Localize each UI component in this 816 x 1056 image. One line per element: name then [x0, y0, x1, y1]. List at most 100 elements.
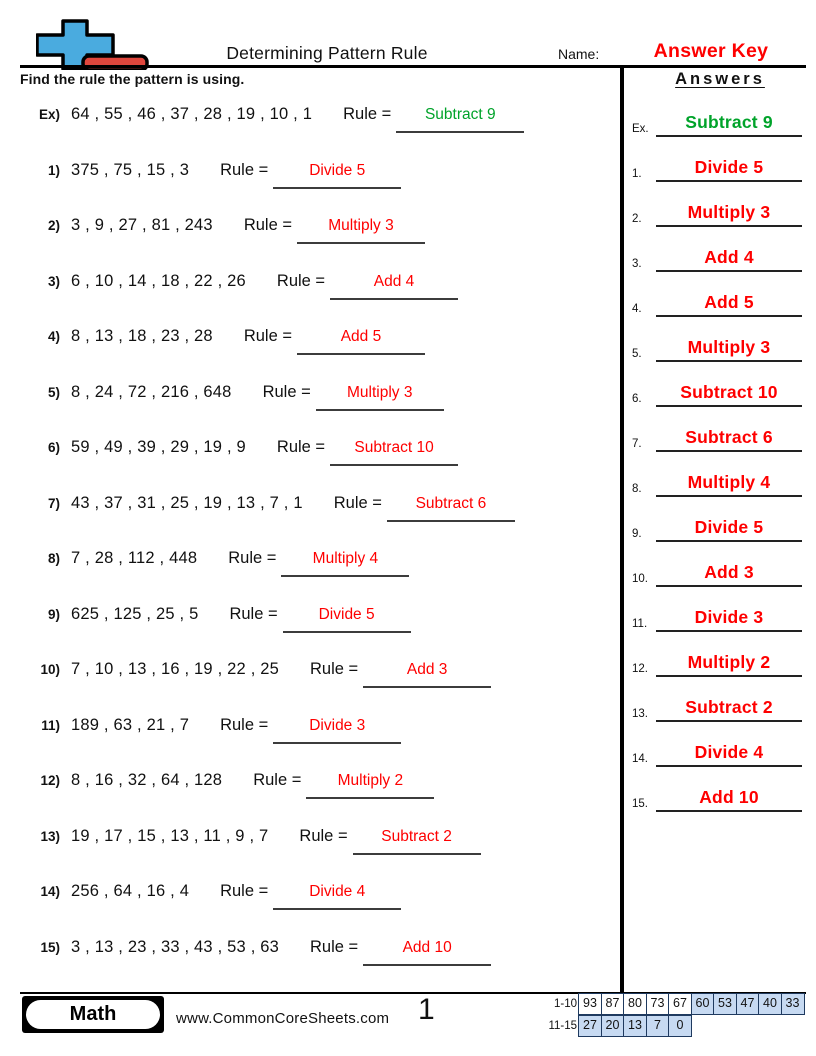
answer-text: Add 4 [704, 247, 754, 267]
answer-blank: Multiply 4 [656, 472, 802, 497]
answer-blank: Divide 5 [656, 157, 802, 182]
problem-sequence: 6 , 10 , 14 , 18 , 22 , 26 [71, 272, 246, 290]
problem-row-1: 1) 375 , 75 , 15 , 3 Rule = Divide 5 [20, 161, 616, 189]
rule-label: Rule = [343, 105, 392, 123]
score-cell: 33 [780, 993, 805, 1015]
answer-number: 12. [632, 663, 648, 675]
answer-blank: Subtract 6 [656, 427, 802, 452]
answer-number: Ex. [632, 123, 649, 135]
answer-blank: Add 10 [656, 787, 802, 812]
rule-answer-blank: Subtract 10 [330, 439, 459, 466]
rule-label: Rule = [262, 383, 311, 401]
answer-text: Add 10 [699, 787, 759, 807]
rule-label: Rule = [243, 327, 292, 345]
problem-row-8: 8) 7 , 28 , 112 , 448 Rule = Multiply 4 [20, 549, 616, 577]
problem-number: 15) [40, 940, 60, 955]
problem-sequence: 256 , 64 , 16 , 4 [71, 882, 190, 900]
answer-text: Multiply 3 [687, 202, 771, 222]
score-cell: 7 [645, 1015, 670, 1037]
rule-label: Rule = [333, 494, 382, 512]
answer-text: Add 3 [704, 562, 754, 582]
problem-row-15: 15) 3 , 13 , 23 , 33 , 43 , 53 , 63 Rule… [20, 938, 616, 966]
answer-number: 5. [632, 348, 642, 360]
rule-label: Rule = [310, 660, 359, 678]
problem-number: 7) [47, 496, 60, 511]
answer-number: 13. [632, 708, 648, 720]
answer-text: Multiply 3 [687, 337, 771, 357]
answer-item-ex: Ex. Subtract 9 [632, 110, 802, 137]
answer-item-5: 5. Multiply 3 [632, 335, 802, 362]
answer-item-11: 11. Divide 3 [632, 605, 802, 632]
rule-answer-blank: Subtract 9 [396, 106, 525, 133]
name-label: Name: [558, 46, 600, 62]
problem-number: 10) [40, 662, 60, 677]
rule-answer-blank: Multiply 2 [306, 772, 435, 799]
problem-row-14: 14) 256 , 64 , 16 , 4 Rule = Divide 4 [20, 882, 616, 910]
score-cell: 60 [690, 993, 715, 1015]
rule-label: Rule = [243, 216, 292, 234]
problem-sequence: 8 , 24 , 72 , 216 , 648 [71, 383, 232, 401]
problem-number: 2) [47, 218, 60, 233]
score-row-label: 1-10 [553, 998, 577, 1010]
answer-item-13: 13. Subtract 2 [632, 695, 802, 722]
problem-row-9: 9) 625 , 125 , 25 , 5 Rule = Divide 5 [20, 605, 616, 633]
problem-sequence: 375 , 75 , 15 , 3 [71, 161, 190, 179]
problem-number: 9) [47, 607, 60, 622]
answer-blank: Add 4 [656, 247, 802, 272]
answer-text: Add 5 [704, 292, 754, 312]
answer-text: Divide 5 [694, 517, 764, 537]
answer-item-4: 4. Add 5 [632, 290, 802, 317]
instruction-text: Find the rule the pattern is using. [20, 71, 245, 87]
rule-label: Rule = [276, 272, 326, 290]
answer-blank: Divide 3 [656, 607, 802, 632]
score-cell: 40 [758, 993, 782, 1015]
score-cell: 87 [600, 993, 625, 1015]
problem-row-6: 6) 59 , 49 , 39 , 29 , 19 , 9 Rule = Sub… [20, 438, 616, 466]
answer-blank: Subtract 10 [656, 382, 802, 407]
score-table-labels: 1-10 11-15 [524, 993, 577, 1037]
problem-row-4: 4) 8 , 13 , 18 , 23 , 28 Rule = Add 5 [20, 327, 616, 355]
score-cell: 20 [600, 1015, 625, 1037]
problem-number: 1) [47, 163, 60, 178]
answer-item-8: 8. Multiply 4 [632, 470, 802, 497]
rule-label: Rule = [220, 161, 269, 179]
problem-row-12: 12) 8 , 16 , 32 , 64 , 128 Rule = Multip… [20, 771, 616, 799]
website-text: www.CommonCoreSheets.com [176, 1010, 390, 1027]
answer-item-2: 2. Multiply 3 [632, 200, 802, 227]
problem-sequence: 8 , 13 , 18 , 23 , 28 [71, 327, 213, 345]
answer-blank: Multiply 3 [656, 337, 802, 362]
rule-answer-blank: Divide 5 [273, 162, 402, 189]
problem-row-10: 10) 7 , 10 , 13 , 16 , 19 , 22 , 25 Rule… [20, 660, 616, 688]
rule-answer-blank: Multiply 3 [296, 217, 425, 244]
answer-item-7: 7. Subtract 6 [632, 425, 802, 452]
answer-number: 4. [632, 303, 642, 315]
answer-text: Subtract 10 [680, 382, 778, 402]
rule-label: Rule = [228, 549, 277, 567]
problem-sequence: 8 , 16 , 32 , 64 , 128 [71, 771, 223, 789]
rule-answer-blank: Add 3 [363, 661, 492, 688]
answer-number: 14. [632, 753, 648, 765]
header-divider [20, 65, 806, 68]
rule-answer-blank: Add 5 [296, 328, 425, 355]
answer-key-text: Answer Key [653, 40, 769, 62]
answer-item-1: 1. Divide 5 [632, 155, 802, 182]
problem-number: 11) [41, 718, 60, 733]
rule-answer-blank: Subtract 2 [352, 828, 481, 855]
score-table-row-2: 27 20 13 7 0 [578, 1015, 692, 1037]
rule-answer-blank: Divide 4 [273, 883, 402, 910]
answer-item-3: 3. Add 4 [632, 245, 802, 272]
rule-label: Rule = [310, 938, 359, 956]
problem-number: 12) [40, 773, 60, 788]
rule-label: Rule = [220, 882, 269, 900]
answer-number: 7. [632, 438, 642, 450]
rule-label: Rule = [276, 438, 326, 456]
answer-text: Subtract 6 [685, 427, 773, 447]
answers-panel-title: Answers [675, 70, 765, 88]
problem-number: 13) [40, 829, 60, 844]
rule-answer-blank: Add 4 [330, 273, 459, 300]
problem-sequence: 7 , 10 , 13 , 16 , 19 , 22 , 25 [71, 660, 280, 678]
problem-number: 4) [47, 329, 60, 344]
problem-row-3: 3) 6 , 10 , 14 , 18 , 22 , 26 Rule = Add… [20, 272, 616, 300]
answer-item-9: 9. Divide 5 [632, 515, 802, 542]
answer-blank: Divide 4 [656, 742, 802, 767]
